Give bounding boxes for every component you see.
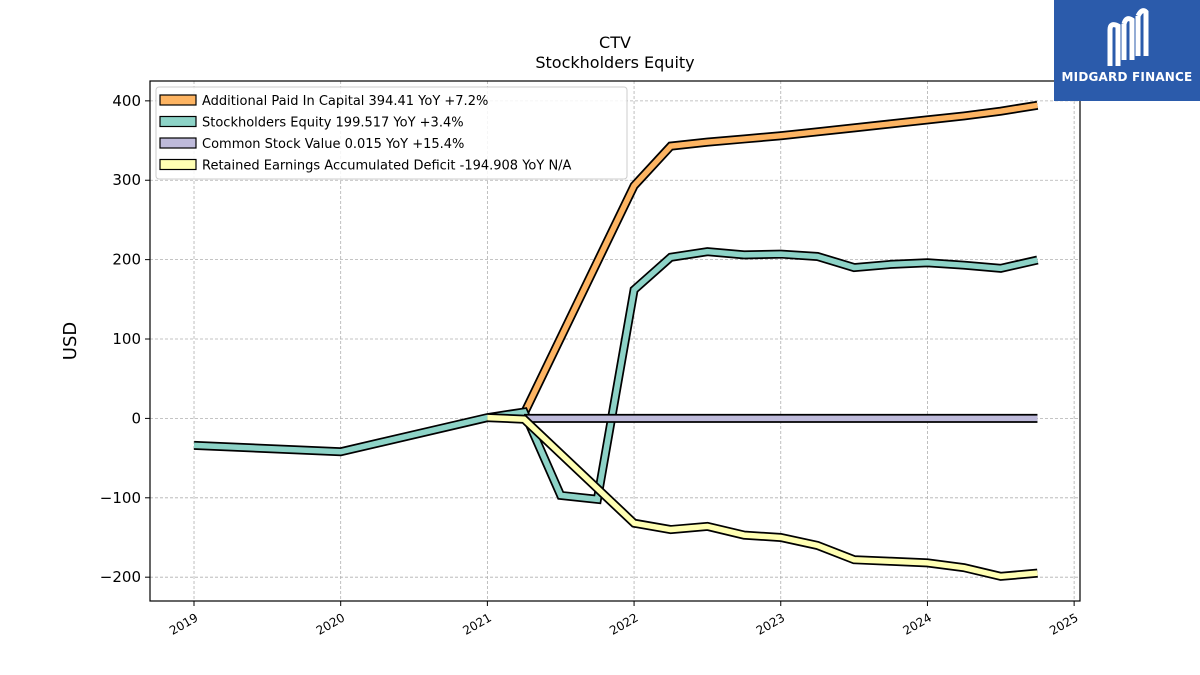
x-tick-label: 2021: [460, 610, 493, 637]
y-tick-label: −100: [100, 489, 141, 507]
y-tick-label: 200: [112, 251, 141, 269]
x-tick-label: 2019: [167, 610, 200, 637]
series-line-3: [487, 414, 1038, 580]
y-tick-label: 400: [112, 92, 141, 110]
series-layer: [193, 100, 1039, 581]
brand-logo: MIDGARD FINANCE: [1054, 0, 1200, 101]
brand-name: MIDGARD FINANCE: [1061, 70, 1193, 84]
x-tick-label: 2020: [314, 610, 347, 637]
y-tick-label: 100: [112, 330, 141, 348]
y-tick-label: 0: [131, 409, 141, 427]
legend-entry: Common Stock Value 0.015 YoY +15.4%: [202, 137, 464, 152]
legend-swatch: [159, 137, 197, 149]
series-line-1: [193, 248, 1039, 503]
plot-frame: [149, 80, 1081, 602]
midgard-logo-icon: [1107, 8, 1149, 66]
series-outline-1: [193, 247, 1039, 505]
chart-subtitle: Stockholders Equity: [535, 53, 694, 72]
y-tick-label: 300: [112, 171, 141, 189]
legend: Additional Paid In Capital 394.41 YoY +7…: [155, 86, 628, 180]
y-axis: −200 −100 0 100 200 300 400: [100, 92, 150, 586]
series-line-0: [521, 102, 1038, 415]
x-tick-label: 2022: [607, 610, 640, 637]
legend-box: [155, 86, 628, 180]
x-tick-label: 2023: [754, 610, 787, 637]
y-tick-label: −200: [100, 568, 141, 586]
x-axis: 2019 2020 2021 2022 2023 2024 2025: [167, 601, 1081, 638]
x-tick-label: 2025: [1047, 610, 1080, 637]
legend-swatch: [159, 158, 197, 171]
chart-title: CTV: [599, 33, 631, 52]
legend-entry: Retained Earnings Accumulated Deficit -1…: [202, 159, 572, 174]
legend-swatch: [159, 94, 197, 106]
x-tick-label: 2024: [900, 610, 933, 637]
legend-swatch: [159, 115, 197, 128]
y-axis-label: USD: [60, 322, 81, 360]
legend-entry: Stockholders Equity 199.517 YoY +3.4%: [202, 116, 464, 131]
legend-entry: Additional Paid In Capital 394.41 YoY +7…: [202, 94, 488, 109]
